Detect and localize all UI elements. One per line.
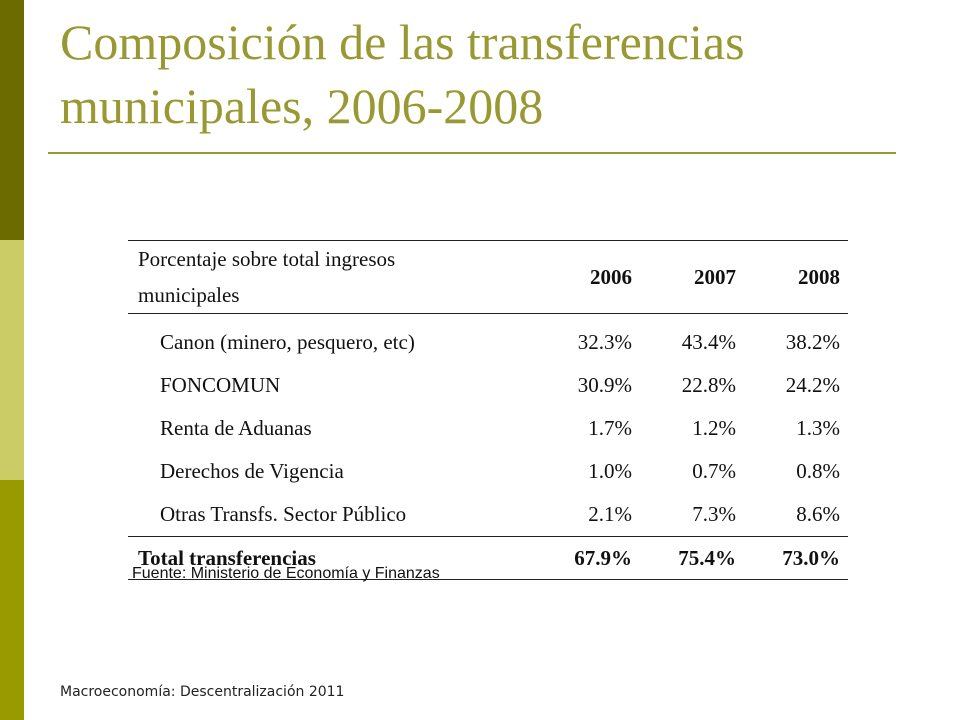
- header-year-2006: 2006: [590, 264, 632, 289]
- total-label: Total transferencias: [138, 545, 316, 570]
- cell-value: 1.3%: [796, 416, 840, 440]
- side-bar-light: [0, 240, 24, 480]
- cell-value: 1.0%: [588, 459, 632, 483]
- row-label: Canon (minero, pesquero, etc): [160, 330, 415, 354]
- total-value: 73.0%: [782, 545, 840, 570]
- cell-value: 32.3%: [577, 330, 632, 354]
- header-year-2008: 2008: [798, 264, 840, 289]
- cell-value: 1.7%: [588, 416, 632, 440]
- table-header-row: Porcentaje sobre total ingresos municipa…: [128, 240, 848, 314]
- row-label: Derechos de Vigencia: [160, 459, 344, 483]
- cell-value: 22.8%: [681, 373, 736, 397]
- table-row: Canon (minero, pesquero, etc) 32.3% 43.4…: [128, 314, 848, 365]
- cell-value: 2.1%: [588, 502, 632, 526]
- header-label-line-1: Porcentaje sobre total ingresos: [138, 247, 396, 271]
- title-divider: [48, 152, 896, 154]
- side-bar-mid: [0, 480, 24, 720]
- cell-value: 43.4%: [681, 330, 736, 354]
- header-year-2007: 2007: [694, 264, 736, 289]
- total-value: 67.9%: [574, 545, 632, 570]
- side-bar-dark: [0, 0, 24, 240]
- table-row: Derechos de Vigencia 1.0% 0.7% 0.8%: [128, 450, 848, 493]
- cell-value: 8.6%: [796, 502, 840, 526]
- table-row: FONCOMUN 30.9% 22.8% 24.2%: [128, 364, 848, 407]
- transfers-table: Porcentaje sobre total ingresos municipa…: [128, 240, 848, 580]
- cell-value: 1.2%: [692, 416, 736, 440]
- row-label: FONCOMUN: [160, 373, 281, 397]
- slide-title: Composición de las transferencias munici…: [60, 10, 920, 138]
- cell-value: 38.2%: [785, 330, 840, 354]
- source-note: Fuente: Ministerio de Economía y Finanza…: [132, 565, 440, 582]
- cell-value: 0.7%: [692, 459, 736, 483]
- cell-value: 7.3%: [692, 502, 736, 526]
- row-label: Otras Transfs. Sector Público: [160, 502, 407, 526]
- row-label: Renta de Aduanas: [160, 416, 312, 440]
- cell-value: 0.8%: [796, 459, 840, 483]
- total-row: Total transferencias 67.9% 75.4% 73.0%: [128, 536, 848, 580]
- header-label: Porcentaje sobre total ingresos municipa…: [128, 241, 536, 314]
- total-value: 75.4%: [678, 545, 736, 570]
- cell-value: 24.2%: [785, 373, 840, 397]
- title-line-2: municipales, 2006-2008: [60, 78, 544, 134]
- table-row: Otras Transfs. Sector Público 2.1% 7.3% …: [128, 493, 848, 537]
- table-row: Renta de Aduanas 1.7% 1.2% 1.3%: [128, 407, 848, 450]
- title-line-1: Composición de las transferencias: [60, 14, 745, 70]
- header-label-line-2: municipales: [138, 283, 240, 307]
- slide-footer: Macroeconomía: Descentralización 2011: [60, 684, 345, 700]
- cell-value: 30.9%: [577, 373, 632, 397]
